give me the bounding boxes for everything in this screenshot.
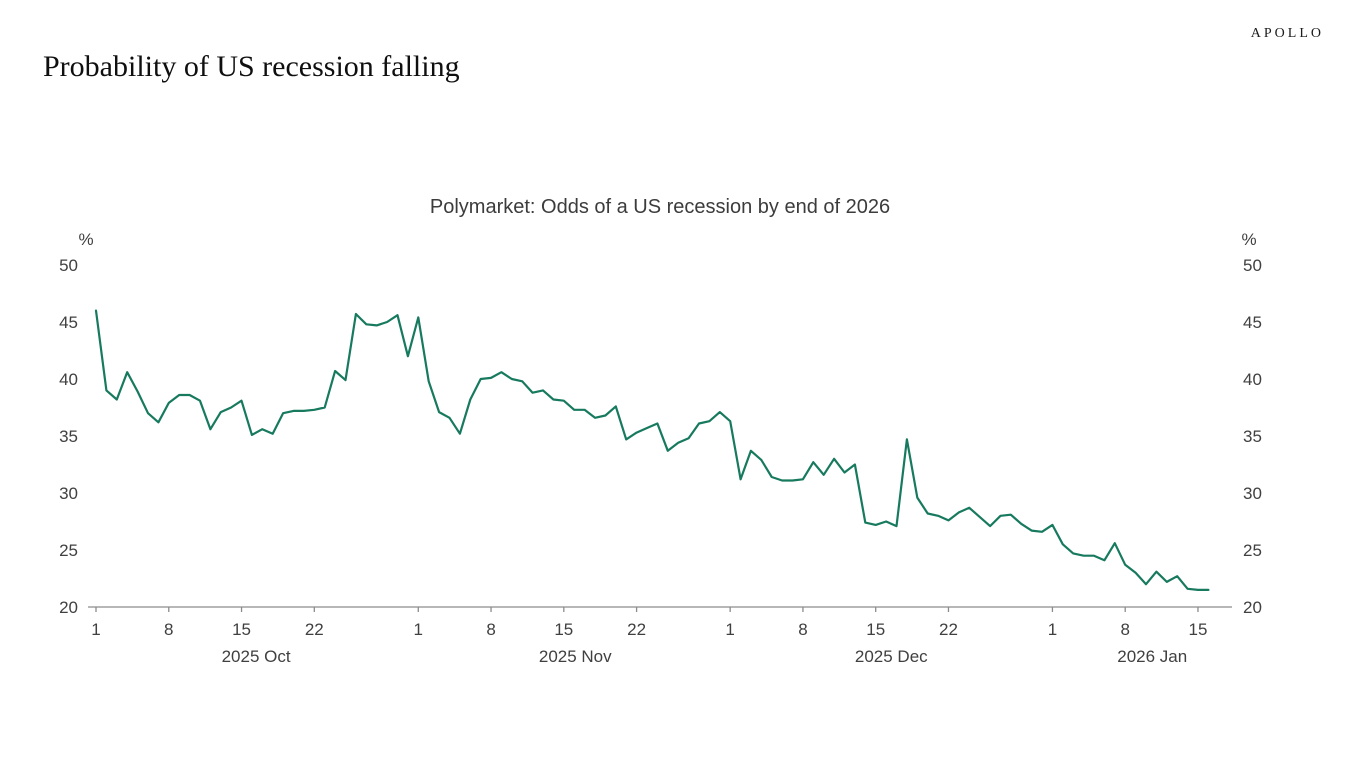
- x-axis-tick-label: 15: [1189, 620, 1208, 639]
- y-axis-tick-label-right: 30: [1243, 484, 1262, 503]
- y-axis-tick-label-left: 40: [59, 370, 78, 389]
- x-axis-month-label: 2026 Jan: [1117, 647, 1187, 666]
- x-axis-tick-label: 8: [1120, 620, 1129, 639]
- y-axis-unit-label-left: %: [78, 230, 93, 249]
- y-axis-tick-label-right: 40: [1243, 370, 1262, 389]
- x-axis-month-label: 2025 Nov: [539, 647, 612, 666]
- y-axis-tick-label-right: 45: [1243, 313, 1262, 332]
- x-axis-tick-label: 15: [866, 620, 885, 639]
- y-axis-tick-label-right: 50: [1243, 256, 1262, 275]
- odds-line-series: [94, 309, 1210, 592]
- x-axis-tick-label: 1: [725, 620, 734, 639]
- x-axis-tick-label: 22: [939, 620, 958, 639]
- x-axis-tick-label: 1: [91, 620, 100, 639]
- x-axis-tick-label: 1: [1048, 620, 1057, 639]
- y-axis-tick-label-left: 35: [59, 427, 78, 446]
- y-axis-tick-label-left: 30: [59, 484, 78, 503]
- y-axis-unit-label-right: %: [1241, 230, 1256, 249]
- x-axis-month-label: 2025 Oct: [222, 647, 291, 666]
- y-axis-tick-label-left: 25: [59, 541, 78, 560]
- x-axis-tick-label: 22: [627, 620, 646, 639]
- x-axis-tick-label: 1: [414, 620, 423, 639]
- x-axis-tick-label: 8: [164, 620, 173, 639]
- y-axis-tick-label-left: 50: [59, 256, 78, 275]
- x-axis-tick-label: 22: [305, 620, 324, 639]
- brand-logo: APOLLO: [1250, 26, 1324, 41]
- y-axis-tick-label-right: 20: [1243, 598, 1262, 617]
- x-axis-tick-label: 15: [232, 620, 251, 639]
- chart-title: Polymarket: Odds of a US recession by en…: [429, 196, 891, 218]
- page-title: Probability of US recession falling: [43, 50, 460, 83]
- x-axis-tick-label: 8: [798, 620, 807, 639]
- y-axis-tick-label-right: 35: [1243, 427, 1262, 446]
- y-axis-tick-label-right: 25: [1243, 541, 1262, 560]
- x-axis-month-label: 2025 Dec: [855, 647, 928, 666]
- y-axis-tick-label-left: 20: [59, 598, 78, 617]
- y-axis-tick-label-left: 45: [59, 313, 78, 332]
- x-axis-tick-label: 8: [486, 620, 495, 639]
- x-axis-tick-label: 15: [554, 620, 573, 639]
